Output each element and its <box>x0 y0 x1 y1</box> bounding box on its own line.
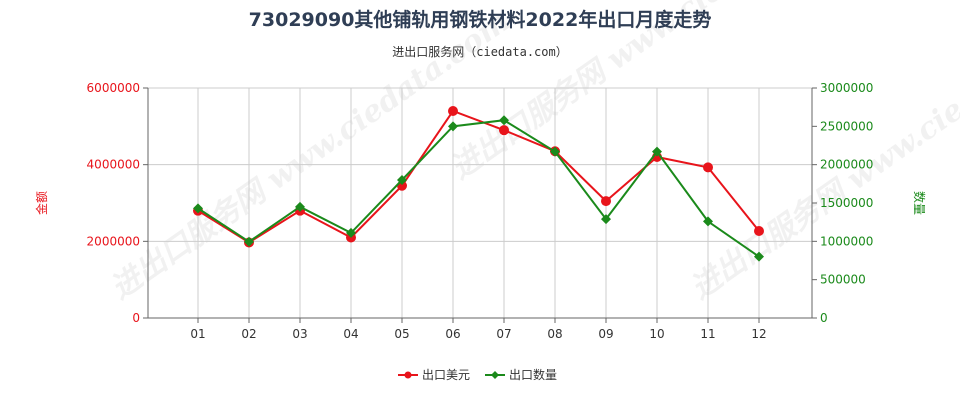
watermark-text: 进出口服务网 www.ciedata.com <box>685 4 960 307</box>
x-tick-label: 01 <box>190 327 205 341</box>
left-tick-label: 4000000 <box>87 158 140 172</box>
right-tick-label: 2500000 <box>820 119 873 133</box>
x-tick-label: 10 <box>649 327 664 341</box>
legend-item: 出口美元 <box>398 368 470 382</box>
axes: 0 2000000 4000000 6000000 0 500000 1000000 1500… <box>87 81 874 341</box>
data-point <box>244 236 254 247</box>
data-point <box>601 196 611 207</box>
data-point <box>703 216 713 227</box>
right-tick-label: 0 <box>820 311 828 325</box>
series-line <box>197 119 760 258</box>
right-tick-label: 2000000 <box>820 158 873 172</box>
x-tick-label: 09 <box>598 327 613 341</box>
series-layer <box>193 106 764 262</box>
data-point <box>754 225 764 236</box>
legend-label: 出口美元 <box>422 368 470 382</box>
left-tick-label: 6000000 <box>87 81 140 95</box>
x-tick-label: 12 <box>751 327 766 341</box>
data-point <box>703 162 713 173</box>
left-tick-label: 2000000 <box>87 234 140 248</box>
data-point <box>448 106 458 116</box>
legend-marker <box>404 371 412 379</box>
series-export-quantity <box>193 115 764 262</box>
legend-label: 出口数量 <box>509 367 557 382</box>
legend-marker <box>491 371 499 379</box>
data-point <box>499 125 509 136</box>
x-tick-label: 07 <box>496 327 511 341</box>
x-tick-label: 02 <box>241 327 256 341</box>
data-point <box>652 146 662 157</box>
data-point <box>295 201 305 212</box>
chart-subtitle: 进出口服务网（ciedata.com） <box>392 44 567 59</box>
left-axis-title: 金额 <box>34 191 49 215</box>
right-tick-label: 1500000 <box>820 196 873 210</box>
right-axis-title: 数量 <box>912 191 927 215</box>
right-tick-label: 500000 <box>820 273 866 287</box>
data-point <box>601 214 611 225</box>
series-line <box>197 109 760 244</box>
data-point <box>397 175 407 185</box>
chart-title: 73029090其他铺轨用钢铁材料2022年出口月度走势 <box>249 8 712 31</box>
data-point <box>346 227 356 238</box>
right-tick-label: 1000000 <box>820 234 873 248</box>
x-tick-label: 03 <box>292 327 307 341</box>
left-tick-label: 0 <box>132 311 140 325</box>
x-tick-label: 11 <box>700 327 715 341</box>
x-tick-label: 06 <box>445 327 460 341</box>
legend-item: 出口数量 <box>485 367 557 382</box>
x-tick-label: 04 <box>343 327 358 341</box>
data-point <box>448 121 458 132</box>
data-point <box>499 115 509 126</box>
legend: 出口美元 出口数量 <box>398 367 557 382</box>
x-tick-label: 05 <box>394 327 409 341</box>
data-point <box>550 146 560 157</box>
right-tick-label: 3000000 <box>820 81 873 95</box>
data-point <box>193 203 203 214</box>
grid-lines <box>148 87 812 318</box>
x-tick-label: 08 <box>547 327 562 341</box>
data-point <box>754 251 764 262</box>
